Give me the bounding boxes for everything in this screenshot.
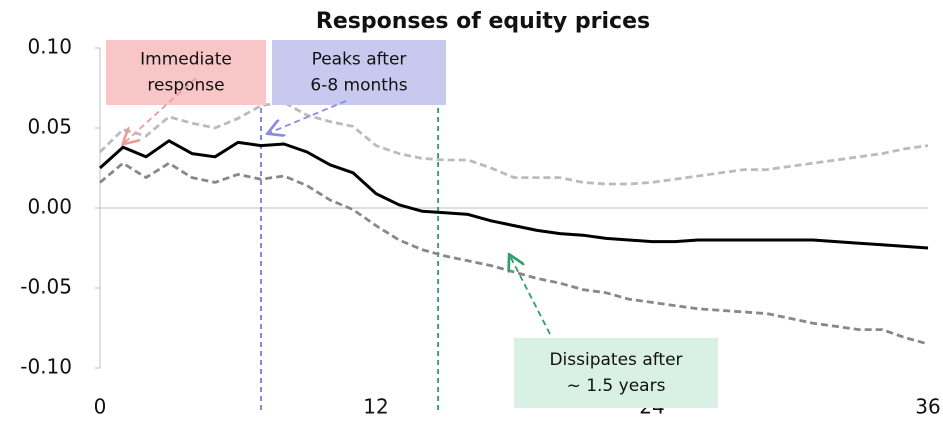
annotation-text: Peaks after — [312, 50, 407, 70]
annotation-box — [272, 40, 446, 105]
annotation-text: response — [147, 76, 224, 96]
y-tick-label: -0.10 — [20, 355, 72, 379]
x-tick-label: 0 — [94, 395, 107, 419]
chart-title: Responses of equity prices — [316, 9, 650, 34]
x-tick-label: 36 — [915, 395, 940, 419]
y-tick-label: 0.10 — [27, 35, 72, 59]
x-tick-label: 12 — [363, 395, 388, 419]
annotation-box — [514, 338, 718, 408]
annotation-arrow — [510, 256, 551, 335]
annotation-box — [106, 40, 266, 105]
annotation-text: ~ 1.5 years — [567, 376, 666, 396]
annotation-text: 6-8 months — [310, 76, 407, 96]
y-tick-label: 0.00 — [27, 195, 72, 219]
series-line — [98, 139, 929, 250]
annotation-arrow — [269, 100, 347, 133]
annotation-arrow — [124, 77, 197, 143]
y-tick-label: -0.05 — [20, 275, 72, 299]
y-tick-label: 0.05 — [27, 115, 72, 139]
annotation-text: Dissipates after — [549, 350, 682, 370]
series-line — [99, 161, 929, 346]
series-line — [99, 101, 929, 186]
annotation-text: Immediate — [140, 50, 232, 70]
